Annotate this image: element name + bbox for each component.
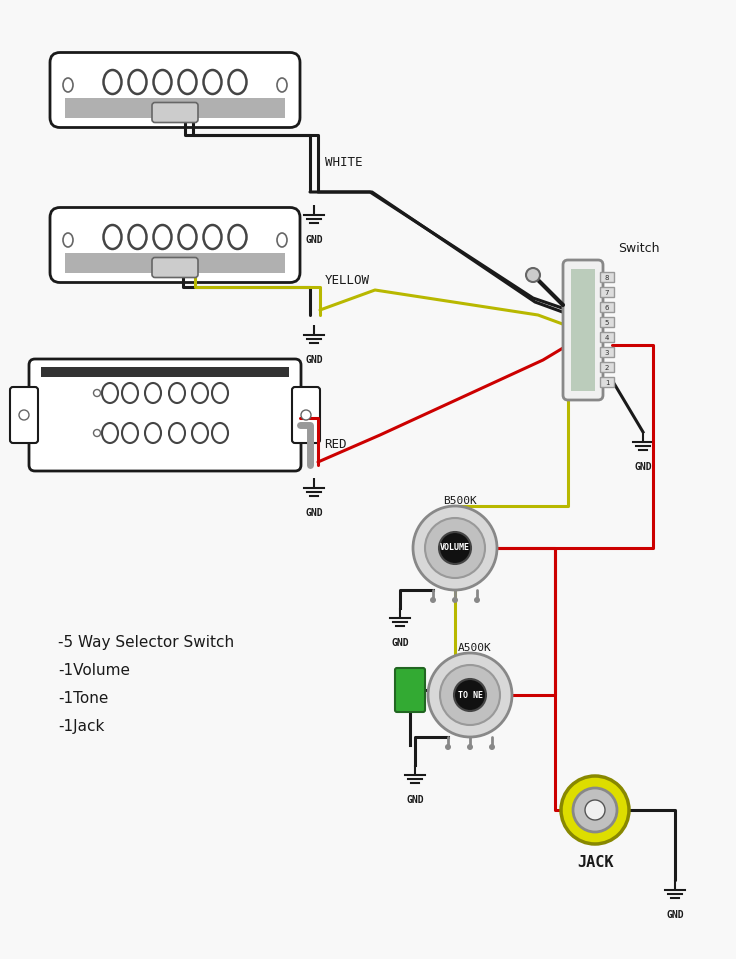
Text: YELLOW: YELLOW	[325, 273, 370, 287]
Bar	[65, 98, 285, 118]
Bar	[600, 377, 614, 387]
FancyBboxPatch shape	[29, 359, 301, 471]
Bar	[600, 362, 614, 372]
Text: -1Jack: -1Jack	[58, 719, 105, 734]
Text: WHITE: WHITE	[325, 156, 363, 170]
Ellipse shape	[203, 225, 222, 249]
Circle shape	[301, 410, 311, 420]
Text: A500K: A500K	[458, 643, 492, 653]
Circle shape	[561, 776, 629, 844]
FancyBboxPatch shape	[50, 53, 300, 128]
Text: 3: 3	[605, 350, 609, 356]
Text: B500K: B500K	[443, 496, 477, 506]
Ellipse shape	[169, 423, 185, 443]
Circle shape	[413, 506, 497, 590]
Bar	[41, 367, 289, 377]
Ellipse shape	[129, 225, 146, 249]
Bar	[600, 302, 614, 312]
FancyBboxPatch shape	[152, 103, 198, 123]
Text: GND: GND	[406, 795, 424, 805]
Circle shape	[474, 597, 480, 603]
Bar	[571, 269, 595, 391]
Ellipse shape	[102, 383, 118, 403]
Text: Switch: Switch	[618, 242, 659, 255]
Ellipse shape	[277, 233, 287, 247]
Ellipse shape	[102, 423, 118, 443]
Circle shape	[19, 410, 29, 420]
Ellipse shape	[228, 225, 247, 249]
Circle shape	[439, 532, 471, 564]
Ellipse shape	[63, 233, 73, 247]
Ellipse shape	[228, 70, 247, 94]
Bar	[600, 287, 614, 297]
Text: 7: 7	[605, 290, 609, 296]
Ellipse shape	[122, 423, 138, 443]
Circle shape	[445, 744, 451, 750]
Ellipse shape	[145, 423, 161, 443]
Circle shape	[425, 518, 485, 578]
Text: GND: GND	[305, 235, 323, 245]
Text: RED: RED	[324, 438, 347, 452]
Ellipse shape	[129, 70, 146, 94]
Ellipse shape	[104, 225, 121, 249]
Ellipse shape	[122, 383, 138, 403]
Ellipse shape	[154, 225, 171, 249]
Ellipse shape	[277, 78, 287, 92]
Ellipse shape	[63, 78, 73, 92]
Text: 6: 6	[605, 305, 609, 311]
Ellipse shape	[212, 423, 228, 443]
Text: 2: 2	[605, 365, 609, 371]
Circle shape	[440, 665, 500, 725]
Text: 5: 5	[605, 320, 609, 326]
Text: GND: GND	[634, 462, 652, 472]
Text: GND: GND	[305, 355, 323, 365]
Ellipse shape	[104, 70, 121, 94]
Ellipse shape	[145, 383, 161, 403]
Text: GND: GND	[666, 910, 684, 920]
Text: VOLUME: VOLUME	[440, 544, 470, 552]
Bar	[600, 317, 614, 327]
Circle shape	[93, 389, 101, 396]
Ellipse shape	[203, 70, 222, 94]
FancyBboxPatch shape	[152, 258, 198, 277]
Text: TO NE: TO NE	[458, 690, 483, 699]
Text: -1Volume: -1Volume	[58, 663, 130, 678]
Ellipse shape	[169, 383, 185, 403]
Circle shape	[430, 597, 436, 603]
Circle shape	[428, 653, 512, 737]
Circle shape	[452, 597, 458, 603]
Text: 1: 1	[605, 380, 609, 386]
Ellipse shape	[179, 225, 197, 249]
Text: 8: 8	[605, 275, 609, 281]
Circle shape	[454, 679, 486, 711]
Ellipse shape	[179, 70, 197, 94]
Text: GND: GND	[305, 508, 323, 518]
Circle shape	[573, 788, 617, 832]
Bar	[65, 252, 285, 272]
Text: 4: 4	[605, 335, 609, 341]
Text: GND: GND	[392, 638, 408, 648]
Text: -1Tone: -1Tone	[58, 691, 108, 706]
Ellipse shape	[192, 383, 208, 403]
Ellipse shape	[154, 70, 171, 94]
Circle shape	[526, 268, 540, 282]
FancyBboxPatch shape	[395, 668, 425, 712]
Bar	[600, 332, 614, 342]
Circle shape	[93, 430, 101, 436]
Text: JACK: JACK	[577, 855, 613, 870]
FancyBboxPatch shape	[292, 387, 320, 443]
Circle shape	[585, 800, 605, 820]
Circle shape	[489, 744, 495, 750]
Text: -5 Way Selector Switch: -5 Way Selector Switch	[58, 635, 234, 650]
Bar	[600, 347, 614, 357]
Ellipse shape	[212, 383, 228, 403]
FancyBboxPatch shape	[10, 387, 38, 443]
Bar	[600, 272, 614, 282]
FancyBboxPatch shape	[563, 260, 603, 400]
Circle shape	[467, 744, 473, 750]
FancyBboxPatch shape	[50, 207, 300, 283]
Ellipse shape	[192, 423, 208, 443]
